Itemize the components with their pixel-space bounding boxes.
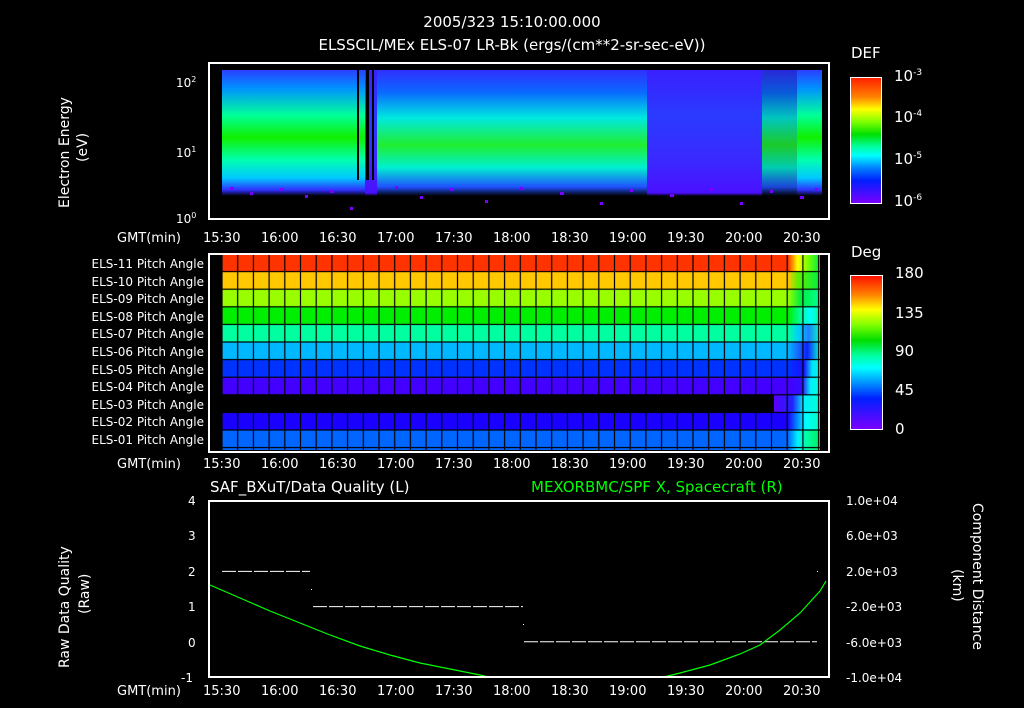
distance-series-line (210, 580, 827, 678)
def-tick-1e-4: 10-4 (894, 108, 923, 126)
time-axis-label-1: GMT(min) (117, 231, 181, 246)
plot-timestamp: 2005/323 15:10:00.000 (423, 13, 601, 31)
deg-tick-45: 45 (895, 381, 915, 399)
def-colorbar-title: DEF (851, 44, 881, 62)
def-colorbar (850, 77, 882, 204)
def-tick-1e-5: 10-5 (894, 150, 923, 168)
deg-tick-180: 180 (895, 264, 924, 282)
pitch-label: ELS-09 Pitch Angle (91, 292, 204, 307)
pitch-label: ELS-04 Pitch Angle (91, 380, 204, 395)
pitch-label: ELS-10 Pitch Angle (91, 274, 204, 289)
pitch-label: ELS-08 Pitch Angle (91, 309, 204, 324)
time-axis-label-2: GMT(min) (117, 457, 181, 472)
plot-subtitle: ELSSCIL/MEx ELS-07 LR-Bk (ergs/(cm**2-sr… (318, 36, 706, 54)
energy-spectrogram (210, 62, 830, 220)
quality-series-title: SAF_BXuT/Data Quality (L) (210, 478, 410, 496)
distance-ylabel-unit: (km) (949, 569, 965, 602)
energy-tick-10: 101 (176, 145, 197, 160)
pitch-label: ELS-06 Pitch Angle (91, 345, 204, 359)
pitch-panel-frame (208, 253, 830, 453)
pitch-label: ELS-01 Pitch Angle (91, 433, 204, 447)
time-axis-label-3: GMT(min) (117, 684, 181, 699)
pitch-label: ELS-11 Pitch Angle (91, 257, 204, 271)
quality-ylabel: Raw Data Quality (57, 546, 73, 668)
pitch-label: ELS-03 Pitch Angle (91, 397, 204, 412)
quality-ylabel-unit: (Raw) (77, 573, 93, 614)
pitch-angle-grid (210, 254, 830, 450)
energy-ylabel-unit: (eV) (75, 132, 91, 162)
pitch-label: ELS-02 Pitch Angle (91, 415, 204, 430)
def-tick-1e-3: 10-3 (894, 67, 923, 85)
energy-tick-1: 100 (176, 211, 197, 226)
deg-colorbar-title: Deg (851, 243, 882, 261)
quality-distance-plot (210, 501, 830, 678)
deg-tick-0: 0 (895, 420, 905, 438)
def-tick-1e-6: 10-6 (894, 192, 923, 210)
distance-ylabel: Component Distance (969, 503, 985, 650)
energy-ylabel: Electron Energy (57, 97, 73, 208)
deg-tick-135: 135 (895, 304, 924, 322)
pitch-label: ELS-05 Pitch Angle (91, 362, 204, 377)
pitch-label: ELS-07 Pitch Angle (91, 327, 204, 342)
deg-tick-90: 90 (895, 342, 915, 360)
energy-panel-frame (208, 62, 830, 220)
deg-colorbar (850, 275, 883, 430)
energy-tick-100: 102 (176, 75, 197, 90)
quality-panel-frame (208, 500, 830, 678)
quality-series-line (222, 570, 817, 643)
distance-series-title: MEXORBMC/SPF X, Spacecraft (R) (531, 478, 783, 496)
